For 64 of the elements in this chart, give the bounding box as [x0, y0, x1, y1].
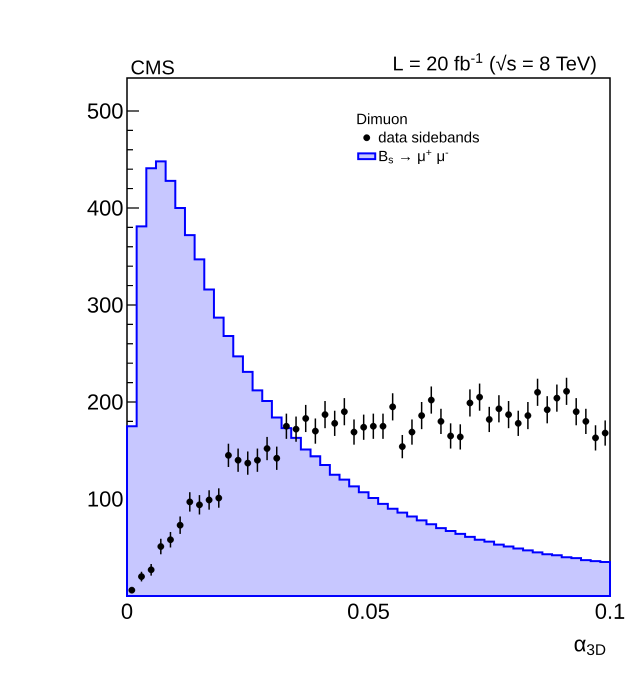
- point: [505, 411, 512, 418]
- point: [244, 460, 252, 466]
- point: [302, 415, 310, 422]
- point: [148, 566, 155, 574]
- x-tick-label: 0.1: [596, 604, 624, 620]
- point: [196, 501, 203, 508]
- point: [592, 434, 599, 442]
- point: [186, 498, 194, 506]
- point: [563, 388, 570, 395]
- point: [524, 412, 532, 419]
- point: [254, 456, 261, 464]
- chart-subtitle: L = 20 fb$^{-1}$ (√s = 8 TeV): [394, 53, 596, 74]
- point: [438, 418, 444, 425]
- point: [496, 405, 502, 412]
- point: [456, 434, 464, 440]
- point: [331, 420, 338, 427]
- point: [544, 406, 551, 414]
- point: [380, 422, 386, 430]
- point: [428, 396, 435, 404]
- point: [534, 388, 541, 396]
- point: [292, 426, 300, 433]
- y-tick-label: 200: [88, 394, 123, 410]
- y-tick-label: 500: [88, 103, 123, 119]
- point: [398, 443, 406, 450]
- legend-label: B$_{s}$ → μ$^{+}$ μ$^{-}$: [379, 150, 448, 164]
- point: [282, 422, 290, 430]
- point: [225, 452, 232, 459]
- x-axis-title: α$_{3D}$: [574, 640, 606, 656]
- point: [466, 400, 474, 406]
- y-tick-label: 300: [88, 297, 123, 313]
- point: [360, 424, 368, 431]
- chart-title: CMS: [132, 60, 174, 74]
- point: [322, 411, 328, 418]
- point: [176, 522, 184, 529]
- point: [264, 445, 270, 452]
- point: [370, 422, 377, 430]
- point: [312, 428, 319, 434]
- point: [215, 494, 222, 502]
- point: [206, 496, 213, 504]
- point: [273, 454, 280, 462]
- x-tick-label: 0: [122, 604, 132, 620]
- point: [157, 543, 164, 550]
- point: [514, 420, 522, 427]
- point: [582, 418, 590, 425]
- point: [138, 573, 145, 580]
- point: [572, 408, 580, 416]
- point: [389, 403, 396, 410]
- legend-title: Dimuon: [357, 113, 407, 124]
- point: [408, 428, 416, 436]
- x-tick-label: 0.05: [348, 604, 389, 620]
- point: [553, 394, 560, 402]
- point: [340, 408, 348, 416]
- point: [418, 412, 426, 419]
- legend-label: data sidebands: [378, 132, 479, 143]
- y-tick-label: 400: [87, 200, 123, 216]
- point: [350, 428, 358, 436]
- y-tick-label: 100: [88, 491, 123, 507]
- point: [234, 456, 242, 464]
- point: [602, 430, 609, 436]
- point: [128, 586, 136, 594]
- point: [167, 536, 174, 544]
- point: [447, 432, 454, 440]
- point: [476, 394, 483, 401]
- point: [486, 416, 493, 423]
